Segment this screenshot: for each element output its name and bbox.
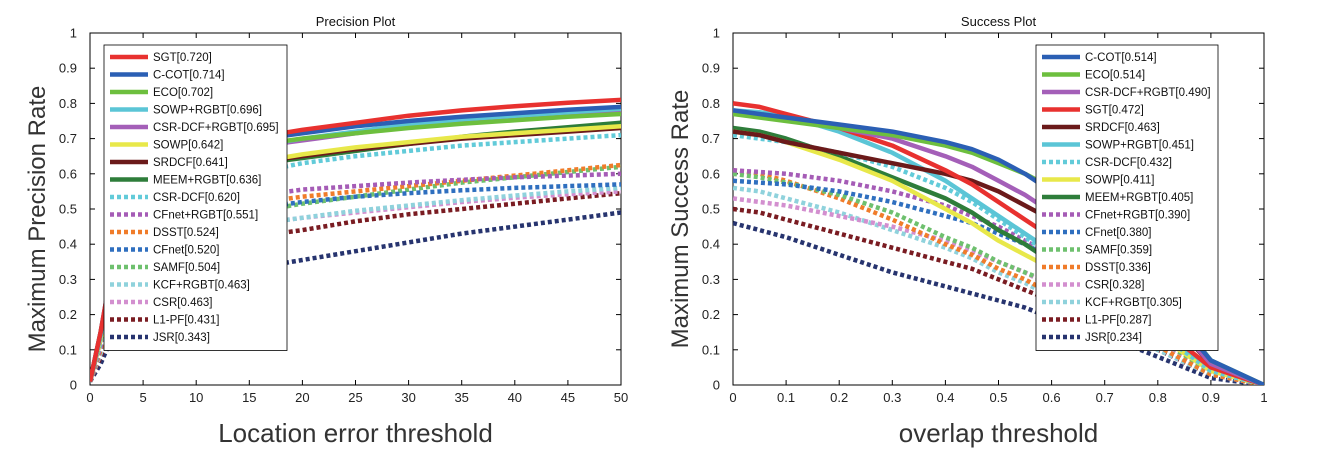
success-legend-label-4: SRDCF[0.463] <box>1085 122 1160 134</box>
precision-ytick-label: 0.8 <box>59 96 77 111</box>
precision-series-line-15 <box>90 190 621 383</box>
precision-xtick-label: 50 <box>614 390 628 405</box>
success-legend-label-2: CSR-DCF+RGBT[0.490] <box>1085 87 1211 99</box>
precision-legend-label-3: SOWP+RGBT[0.696] <box>153 105 262 117</box>
success-xlabel: overlap threshold <box>899 418 1098 448</box>
success-series-line-15 <box>733 206 1264 385</box>
precision-ytick-label: 0.7 <box>59 131 77 146</box>
success-xtick-label: 0.5 <box>989 390 1007 405</box>
success-ytick-label: 0.3 <box>702 272 720 287</box>
success-legend: C-COT[0.514] ECO[0.514] CSR-DCF+RGBT[0.490… <box>1035 44 1219 351</box>
precision-legend-label-14: CSR[0.463] <box>153 297 212 309</box>
precision-legend-label-4: CSR-DCF+RGBT[0.695] <box>153 122 279 134</box>
success-legend-label-1: ECO[0.514] <box>1085 70 1145 82</box>
precision-legend-label-13: KCF+RGBT[0.463] <box>153 280 250 292</box>
precision-xtick-label: 35 <box>454 390 468 405</box>
success-xtick-label: 1 <box>1260 390 1267 405</box>
precision-legend-label-8: CSR-DCF[0.620] <box>153 192 240 204</box>
precision-legend-label-12: SAMF[0.504] <box>153 262 220 274</box>
precision-xtick-label: 20 <box>295 390 309 405</box>
success-legend-label-6: CSR-DCF[0.432] <box>1085 157 1172 169</box>
precision-xlabel: Location error threshold <box>218 418 493 448</box>
success-legend-label-14: KCF+RGBT[0.305] <box>1085 297 1182 309</box>
precision-plot: Precision Plot 0 5 10 15 20 25 30 35 40 45 50 0 0.1 0.… <box>24 14 628 448</box>
precision-ylabel: Maximum Precision Rate <box>24 86 51 353</box>
success-ytick-label: 0.5 <box>702 202 720 217</box>
success-ytick-label: 1 <box>713 26 720 41</box>
precision-series-line-16 <box>90 210 621 383</box>
precision-xtick-label: 15 <box>242 390 256 405</box>
success-ytick-label: 0.2 <box>702 307 720 322</box>
success-legend-label-3: SGT[0.472] <box>1085 105 1144 117</box>
precision-ytick-label: 0.2 <box>59 307 77 322</box>
precision-ytick-label: 0.5 <box>59 202 77 217</box>
success-xtick-label: 0.2 <box>830 390 848 405</box>
success-xtick-label: 0.3 <box>883 390 901 405</box>
precision-legend-label-15: L1-PF[0.431] <box>153 315 219 327</box>
success-legend-label-7: SOWP[0.411] <box>1085 175 1154 187</box>
precision-legend-label-16: JSR[0.343] <box>153 332 210 344</box>
success-xtick-label: 0.1 <box>777 390 795 405</box>
success-legend-label-10: CFnet[0.380] <box>1085 227 1151 239</box>
success-ytick-label: 0.7 <box>702 131 720 146</box>
precision-ytick-label: 0.9 <box>59 61 77 76</box>
success-legend-label-9: CFnet+RGBT[0.390] <box>1085 210 1190 222</box>
success-legend-label-16: JSR[0.234] <box>1085 332 1142 344</box>
precision-ytick-label: 0.3 <box>59 272 77 287</box>
success-title: Success Plot <box>961 14 1037 29</box>
success-legend-label-11: SAMF[0.359] <box>1085 245 1152 257</box>
success-ytick-label: 0.1 <box>702 342 720 357</box>
success-series-line-14 <box>733 185 1264 385</box>
success-ytick-label: 0.8 <box>702 96 720 111</box>
precision-legend-label-2: ECO[0.702] <box>153 87 213 99</box>
precision-xtick-label: 0 <box>86 390 93 405</box>
precision-legend-label-0: SGT[0.720] <box>153 52 212 64</box>
success-ylabel: Maximum Success Rate <box>667 90 694 349</box>
success-ytick-label: 0.6 <box>702 166 720 181</box>
success-legend-label-13: CSR[0.328] <box>1085 280 1144 292</box>
precision-ytick-label: 0 <box>70 378 77 393</box>
precision-legend-label-9: CFnet+RGBT[0.551] <box>153 210 258 222</box>
success-ytick-label: 0 <box>713 378 720 393</box>
precision-series-line-11 <box>90 182 621 383</box>
success-plot: Success Plot 0 0.1 0.2 0.3 0.4 0.5 0.6 0.7 0.8 0.9… <box>667 14 1268 448</box>
precision-legend-label-7: MEEM+RGBT[0.636] <box>153 175 261 187</box>
precision-legend-label-5: SOWP[0.642] <box>153 140 223 152</box>
precision-legend-label-6: SRDCF[0.641] <box>153 157 228 169</box>
success-series-line-16 <box>733 220 1264 385</box>
precision-ytick-label: 0.6 <box>59 166 77 181</box>
success-xtick-label: 0.4 <box>936 390 954 405</box>
success-legend-label-15: L1-PF[0.287] <box>1085 315 1151 327</box>
precision-legend-label-11: CFnet[0.520] <box>153 245 219 257</box>
success-legend-label-5: SOWP+RGBT[0.451] <box>1085 140 1194 152</box>
success-legend-label-12: DSST[0.336] <box>1085 262 1151 274</box>
success-ytick-label: 0.9 <box>702 61 720 76</box>
precision-xtick-label: 10 <box>189 390 203 405</box>
success-xtick-label: 0.9 <box>1202 390 1220 405</box>
precision-legend: SGT[0.720] C-COT[0.714] ECO[0.702] SOWP+RGB… <box>103 44 288 351</box>
precision-ytick-label: 0.4 <box>59 237 77 252</box>
success-xtick-label: 0.6 <box>1043 390 1061 405</box>
precision-xtick-label: 45 <box>561 390 575 405</box>
precision-ytick-label: 0.1 <box>59 342 77 357</box>
success-xtick-label: 0.7 <box>1096 390 1114 405</box>
precision-legend-label-1: C-COT[0.714] <box>153 70 225 82</box>
precision-xtick-label: 40 <box>508 390 522 405</box>
precision-ytick-label: 1 <box>70 26 77 41</box>
precision-xtick-label: 25 <box>348 390 362 405</box>
precision-series-line-8 <box>90 132 621 383</box>
success-legend-label-8: MEEM+RGBT[0.405] <box>1085 192 1193 204</box>
success-xtick-label: 0.8 <box>1149 390 1167 405</box>
precision-xtick-label: 30 <box>401 390 415 405</box>
success-ytick-label: 0.4 <box>702 237 720 252</box>
success-legend-label-0: C-COT[0.514] <box>1085 52 1157 64</box>
precision-legend-label-10: DSST[0.524] <box>153 227 219 239</box>
precision-xtick-label: 5 <box>139 390 146 405</box>
precision-title: Precision Plot <box>316 14 396 29</box>
success-xtick-label: 0 <box>729 390 736 405</box>
